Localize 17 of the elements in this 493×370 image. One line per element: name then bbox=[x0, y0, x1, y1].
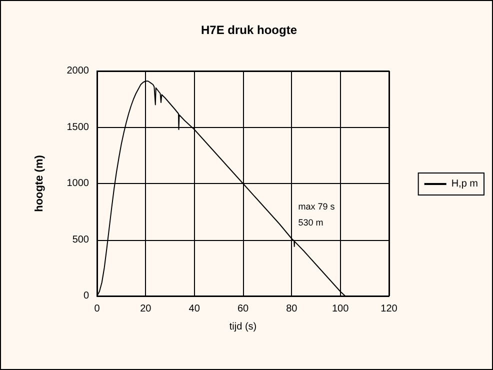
y-tick-label: 1000 bbox=[66, 178, 90, 189]
x-tick-label: 0 bbox=[94, 304, 100, 314]
y-tick-label: 0 bbox=[83, 290, 90, 302]
x-tick-label: 20 bbox=[140, 304, 152, 314]
chart-title: H7E druk hoogte bbox=[200, 23, 298, 37]
x-tick-label: 120 bbox=[380, 304, 398, 314]
legend-label: H,p m bbox=[451, 178, 478, 190]
x-axis-title: tijd (s) bbox=[229, 322, 257, 332]
x-tick-label: 40 bbox=[188, 304, 200, 314]
x-tick-label: 60 bbox=[237, 304, 249, 314]
y-tick-label: 1500 bbox=[66, 122, 90, 133]
annotation: max 79 s 530 m bbox=[298, 201, 336, 228]
y-tick-label: 2000 bbox=[66, 66, 90, 76]
y-axis-title: hoogte (m) bbox=[34, 154, 46, 212]
y-tick-label: 500 bbox=[72, 234, 90, 246]
x-tick-label: 80 bbox=[286, 304, 298, 314]
x-tick-label: 100 bbox=[332, 304, 350, 314]
